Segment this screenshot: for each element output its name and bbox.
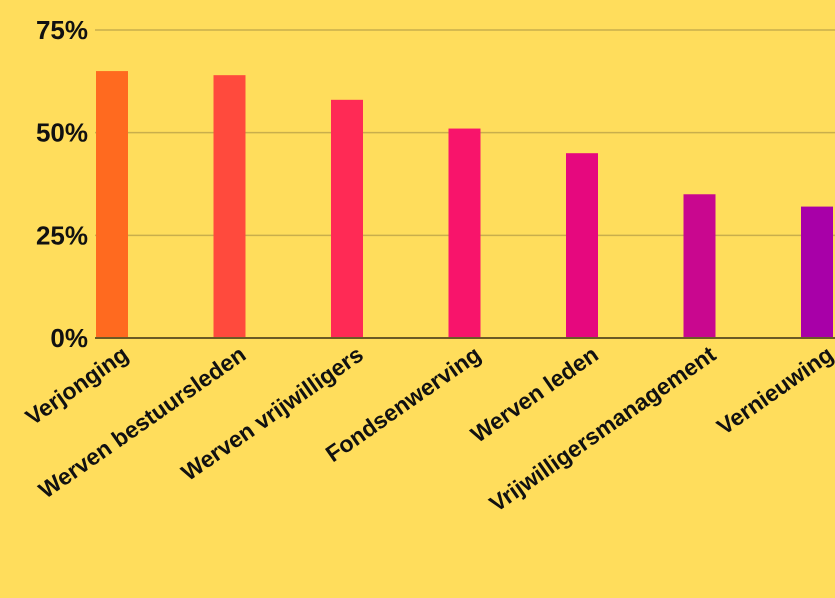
x-tick-label: Vrijwilligersmanagement (485, 341, 721, 517)
bar (801, 206, 833, 338)
bar (213, 75, 246, 338)
y-axis-ticks: 0% 25% 50% 75% (36, 15, 88, 353)
bar (683, 194, 716, 338)
y-tick-label: 25% (36, 220, 88, 250)
y-tick-label: 50% (36, 118, 88, 148)
bar (566, 153, 598, 338)
bar (96, 71, 128, 339)
y-tick-label: 75% (36, 15, 88, 45)
bar (448, 128, 481, 338)
bars (96, 71, 833, 339)
bar (331, 99, 363, 339)
x-tick-label: Verjonging (21, 341, 133, 430)
y-tick-label: 0% (50, 323, 88, 353)
x-tick-label: Werven bestuursleden (34, 341, 251, 504)
x-tick-label: Vernieuwing (712, 341, 835, 440)
